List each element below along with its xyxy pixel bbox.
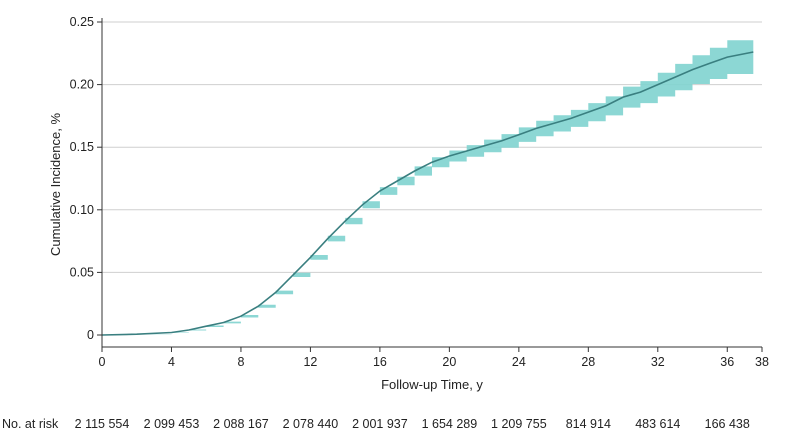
- risk-count: 2 099 453: [144, 417, 200, 431]
- axes: [101, 18, 762, 348]
- x-tick-label: 28: [581, 355, 595, 369]
- risk-count: 814 914: [566, 417, 611, 431]
- risk-count: 2 115 554: [75, 417, 130, 431]
- risk-count: 1 654 289: [422, 417, 478, 431]
- y-tick-label: 0.10: [70, 203, 94, 217]
- risk-count: 1 209 755: [491, 417, 547, 431]
- gridlines: [102, 21, 762, 273]
- x-tick-label: 36: [720, 355, 734, 369]
- y-axis-ticks: 0 0.05 0.10 0.15 0.20 0.25: [70, 15, 102, 342]
- y-axis-title: Cumulative Incidence, %: [48, 113, 63, 257]
- x-tick-label: 20: [442, 355, 456, 369]
- y-tick-label: 0.05: [70, 265, 94, 279]
- risk-count: 2 088 167: [213, 417, 269, 431]
- incidence-curve: [101, 51, 754, 336]
- risk-count: 2 001 937: [352, 417, 408, 431]
- risk-count: 166 438: [705, 417, 750, 431]
- risk-table: No. at risk 2 115 554 2 099 453 2 088 167 2…: [2, 417, 750, 431]
- x-axis-ticks: 0 4 8 12 16 20 24 28 32 36 38: [99, 347, 769, 369]
- y-tick-label: 0.20: [70, 78, 94, 92]
- x-tick-label: 38: [755, 355, 769, 369]
- x-tick-label: 12: [303, 355, 317, 369]
- y-tick-label: 0.15: [70, 140, 94, 154]
- confidence-band: [102, 40, 754, 335]
- y-tick-label: 0.25: [70, 15, 94, 29]
- x-tick-label: 8: [237, 355, 244, 369]
- incidence-line: [101, 51, 754, 336]
- risk-table-label: No. at risk: [2, 417, 59, 431]
- x-tick-label: 24: [512, 355, 526, 369]
- x-tick-label: 0: [99, 355, 106, 369]
- x-tick-label: 32: [651, 355, 665, 369]
- x-tick-label: 4: [168, 355, 175, 369]
- risk-count: 483 614: [635, 417, 680, 431]
- x-axis-title: Follow-up Time, y: [381, 377, 483, 392]
- confidence-band-area: [102, 40, 754, 335]
- x-tick-label: 16: [373, 355, 387, 369]
- y-tick-label: 0: [87, 328, 94, 342]
- risk-count: 2 078 440: [283, 417, 339, 431]
